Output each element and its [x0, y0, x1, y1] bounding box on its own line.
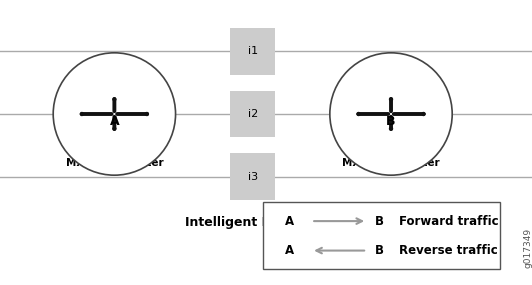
Bar — [230, 91, 276, 137]
Text: Intelligent Devices: Intelligent Devices — [185, 216, 315, 229]
Text: g017349: g017349 — [524, 228, 532, 268]
Text: i1: i1 — [247, 46, 258, 56]
Ellipse shape — [330, 53, 452, 175]
Text: i2: i2 — [247, 109, 258, 119]
Ellipse shape — [53, 53, 176, 175]
Text: A: A — [110, 115, 119, 128]
Text: Reverse traffic: Reverse traffic — [399, 244, 498, 257]
Text: B: B — [375, 244, 384, 257]
Text: MX-series router: MX-series router — [65, 158, 163, 168]
Text: B: B — [375, 215, 384, 228]
Text: MX-series router: MX-series router — [342, 158, 440, 168]
Text: Forward traffic: Forward traffic — [399, 215, 498, 228]
Text: A: A — [285, 215, 294, 228]
Text: B: B — [386, 115, 396, 128]
Bar — [230, 28, 276, 75]
Text: i3: i3 — [247, 172, 258, 182]
Bar — [230, 153, 276, 200]
Text: A: A — [285, 244, 294, 257]
Bar — [263, 202, 500, 269]
